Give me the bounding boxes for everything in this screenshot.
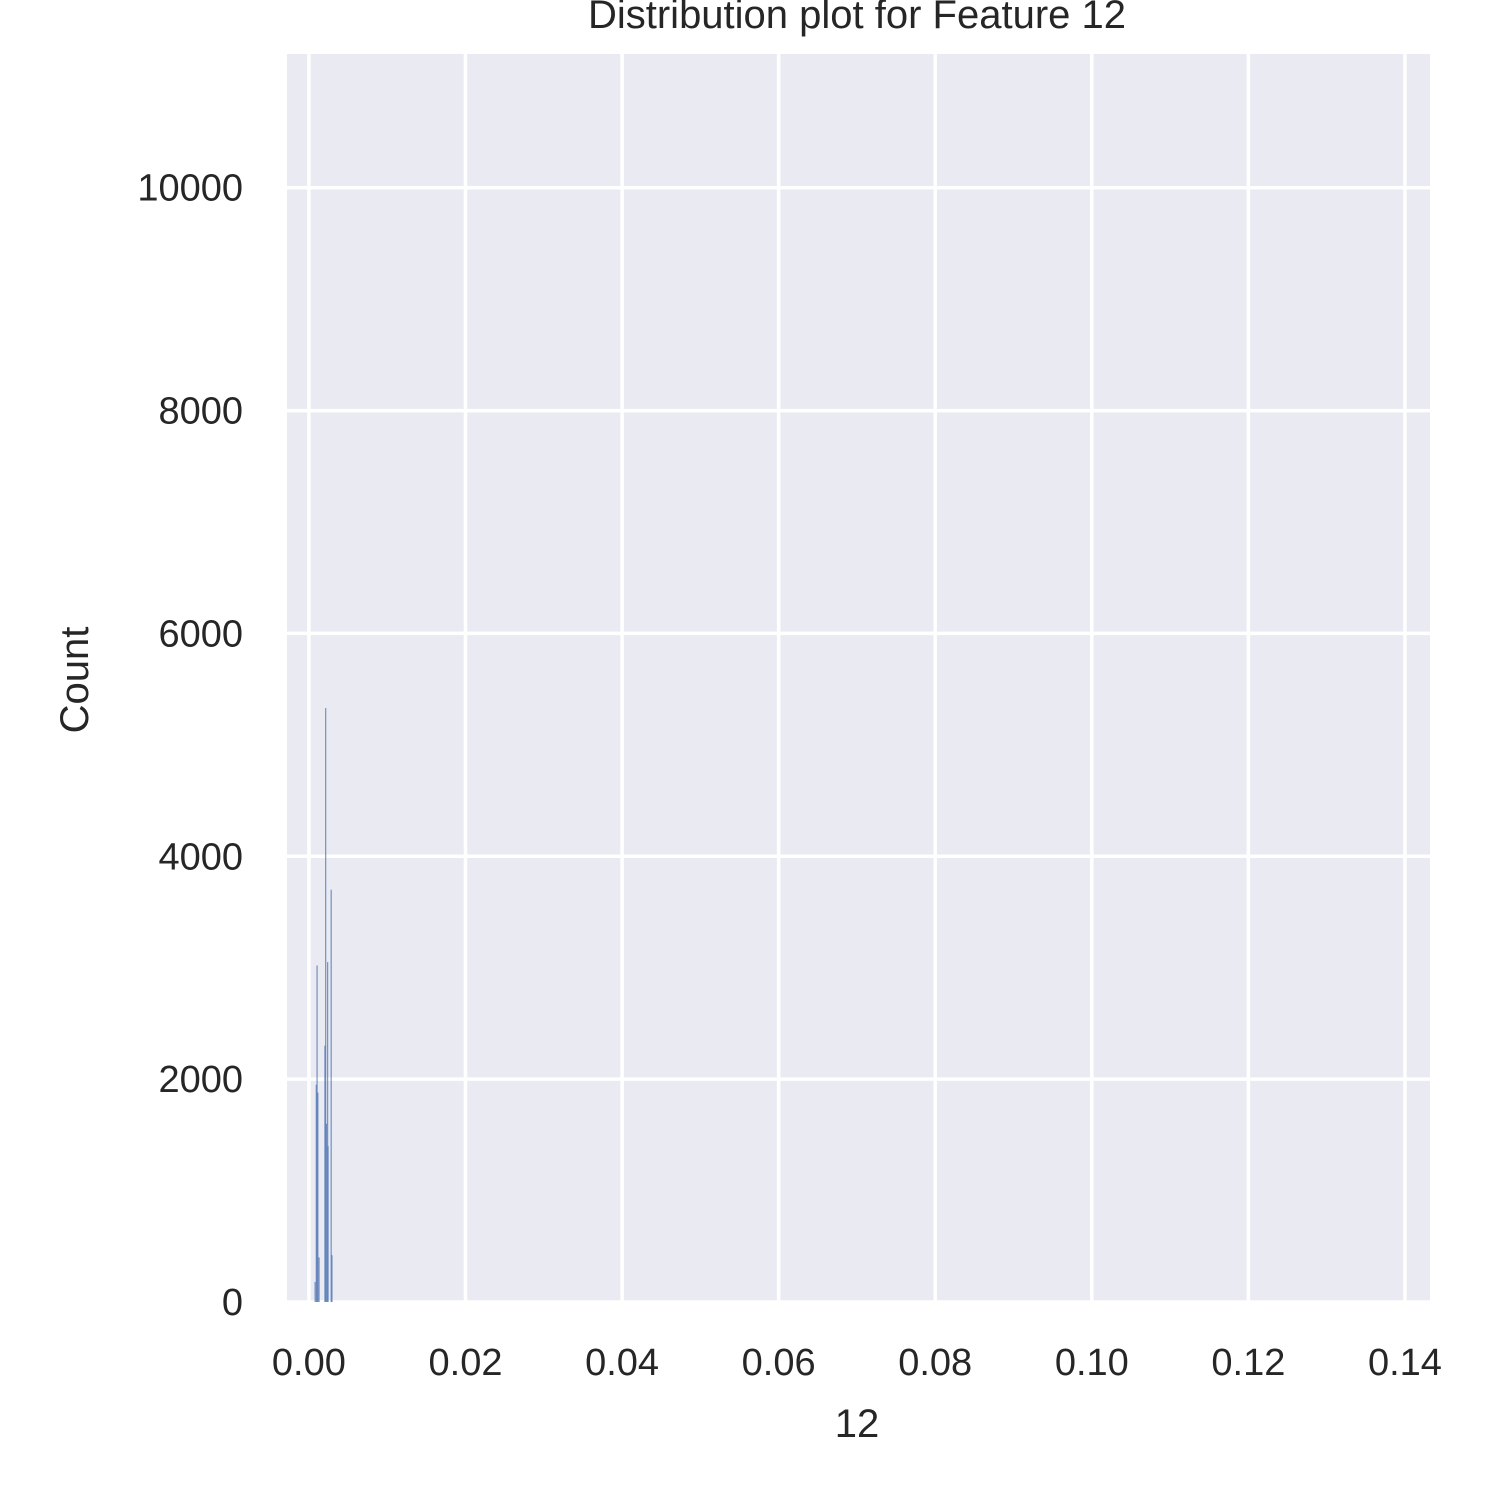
x-axis-label: 12 (835, 1402, 880, 1446)
x-tick-label: 0.04 (585, 1342, 659, 1384)
y-tick-label: 2000 (158, 1059, 243, 1101)
x-tick-label: 0.02 (429, 1342, 503, 1384)
histogram-bar (325, 708, 327, 1302)
x-axis-ticks: 0.00 0.02 0.04 0.06 0.08 0.10 0.12 0.14 (272, 1342, 1442, 1384)
chart-title: Distribution plot for Feature 12 (588, 0, 1126, 37)
histogram-bar (314, 1281, 316, 1302)
histogram-bars (314, 708, 333, 1302)
y-tick-label: 10000 (137, 168, 243, 210)
histogram-bar (318, 1257, 320, 1302)
histogram-bar (330, 889, 332, 1302)
x-tick-label: 0.14 (1368, 1342, 1442, 1384)
y-axis-label: Count (53, 627, 97, 734)
histogram-bar (325, 1123, 328, 1302)
grid-lines (287, 54, 1430, 1304)
histogram-bar (331, 1255, 333, 1302)
y-tick-label: 8000 (158, 391, 243, 433)
histogram-bar (327, 1146, 329, 1302)
x-tick-label: 0.10 (1055, 1342, 1129, 1384)
x-tick-label: 0.00 (272, 1342, 346, 1384)
plot-area (287, 54, 1430, 1302)
y-tick-label: 0 (222, 1282, 243, 1324)
y-axis-ticks: 0 2000 4000 6000 8000 10000 (137, 168, 243, 1324)
y-tick-label: 4000 (158, 836, 243, 878)
histogram-bar (324, 1045, 326, 1302)
x-tick-label: 0.12 (1211, 1342, 1285, 1384)
x-tick-label: 0.06 (742, 1342, 816, 1384)
histogram-bar (316, 965, 318, 1302)
histogram-bar (317, 1092, 319, 1302)
histogram-bar (315, 1084, 317, 1302)
histogram-bar (327, 962, 329, 1302)
y-tick-label: 6000 (158, 613, 243, 655)
x-tick-label: 0.08 (898, 1342, 972, 1384)
